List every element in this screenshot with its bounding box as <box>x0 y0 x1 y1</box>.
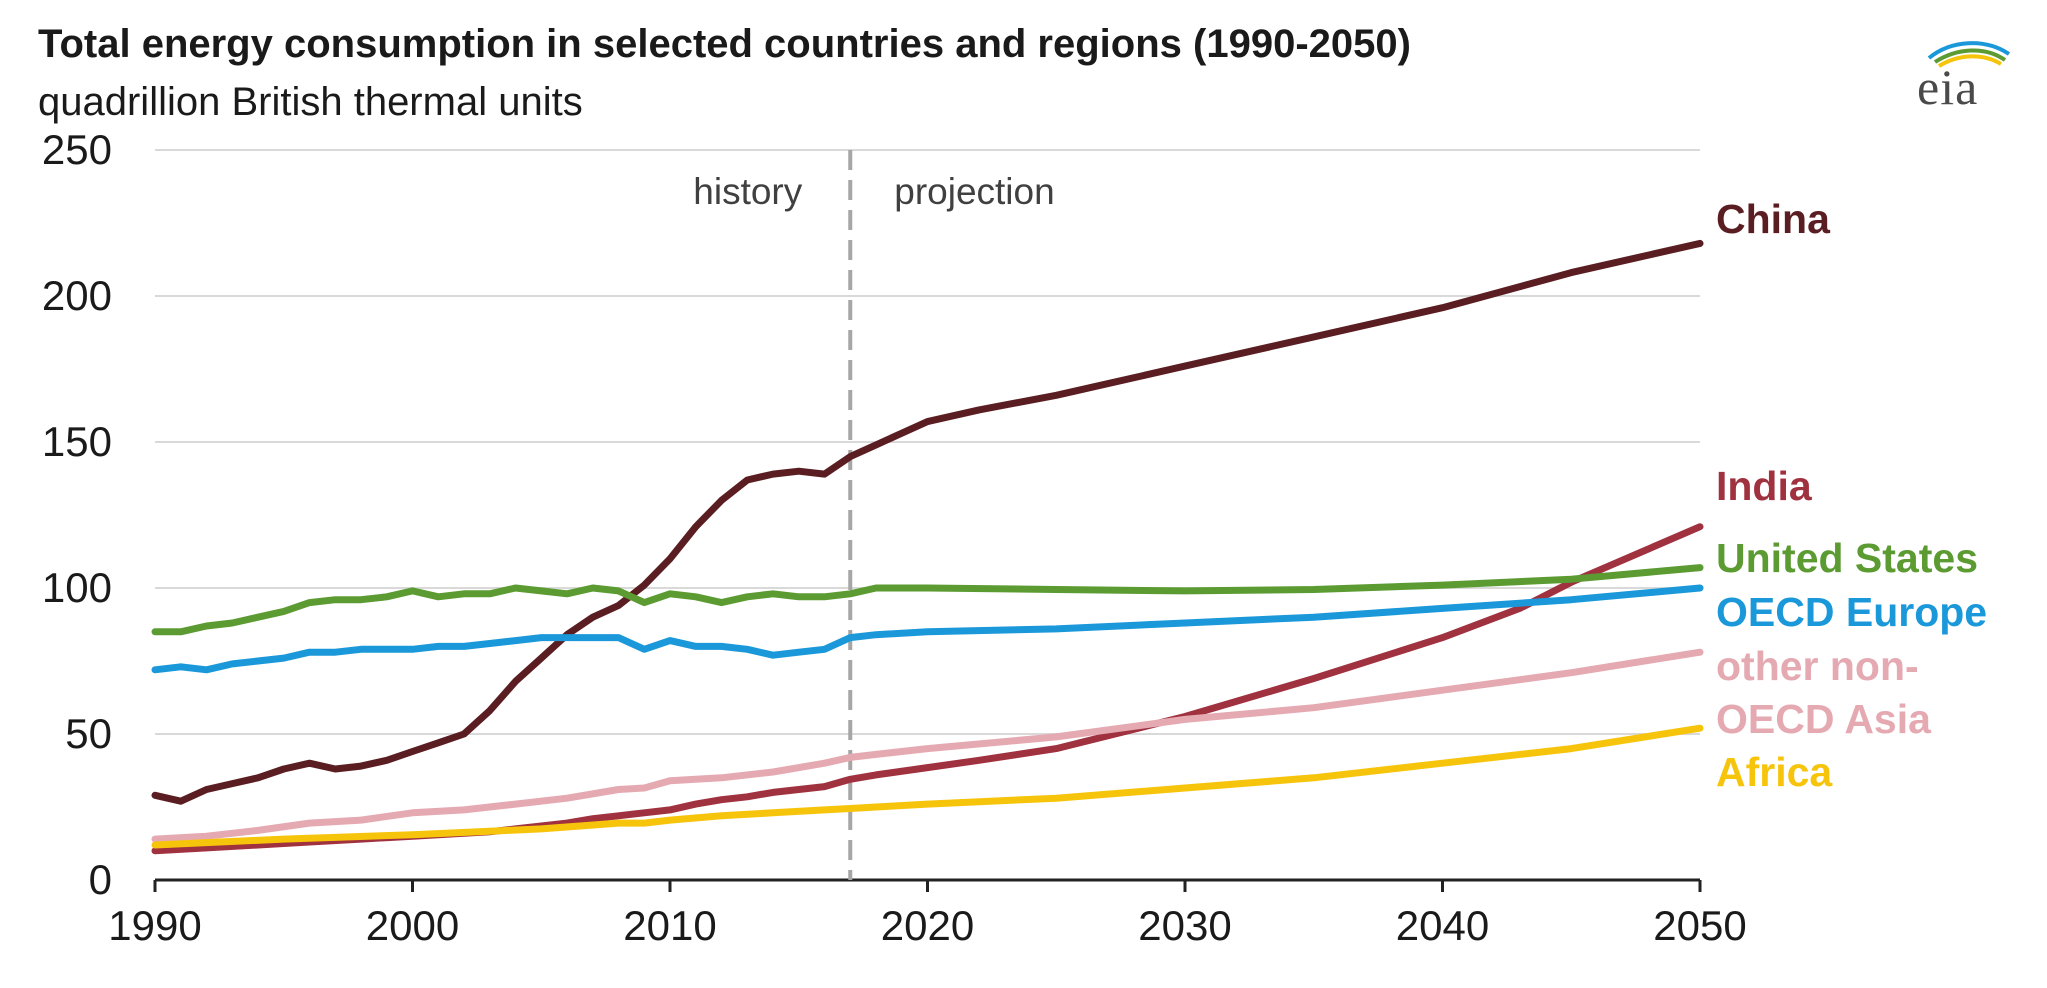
series-label-china: China <box>1716 196 1831 242</box>
series-line-united-states <box>151 564 1704 636</box>
y-tick-label-50: 50 <box>65 710 112 757</box>
series-line-africa <box>151 724 1704 849</box>
x-tick-label-2000: 2000 <box>366 902 459 949</box>
logo-swoosh-icon <box>1927 41 2011 68</box>
x-tick-label-2010: 2010 <box>623 902 716 949</box>
chart-subtitle: quadrillion British thermal units <box>38 80 583 124</box>
series-label-africa: Africa <box>1716 749 1833 795</box>
series-label-india: India <box>1716 463 1813 509</box>
logo-wordmark: eia <box>1917 59 1979 115</box>
series-label-oecd-europe: OECD Europe <box>1716 589 1987 635</box>
projection-label: projection <box>894 171 1054 212</box>
chart-title: Total energy consumption in selected cou… <box>38 22 1411 66</box>
y-tick-label-150: 150 <box>42 418 112 465</box>
x-tick-label-2030: 2030 <box>1138 902 1231 949</box>
series-line-china <box>151 239 1704 805</box>
series-label-other-non-oecd-asia: other non-OECD Asia <box>1716 643 1932 742</box>
x-tick-label-2050: 2050 <box>1653 902 1746 949</box>
history-label: history <box>693 171 802 212</box>
y-tick-label-250: 250 <box>42 126 112 173</box>
x-tick-label-1990: 1990 <box>108 902 201 949</box>
y-tick-label-200: 200 <box>42 272 112 319</box>
eia-logo: eia <box>1915 36 2015 116</box>
series-line-oecd-europe <box>151 584 1704 674</box>
series-line-other-non-oecd-asia <box>151 648 1704 843</box>
y-tick-label-0: 0 <box>89 856 112 903</box>
series-label-united-states: United States <box>1716 535 1978 581</box>
x-tick-label-2020: 2020 <box>881 902 974 949</box>
y-tick-label-100: 100 <box>42 564 112 611</box>
x-tick-label-2040: 2040 <box>1396 902 1489 949</box>
